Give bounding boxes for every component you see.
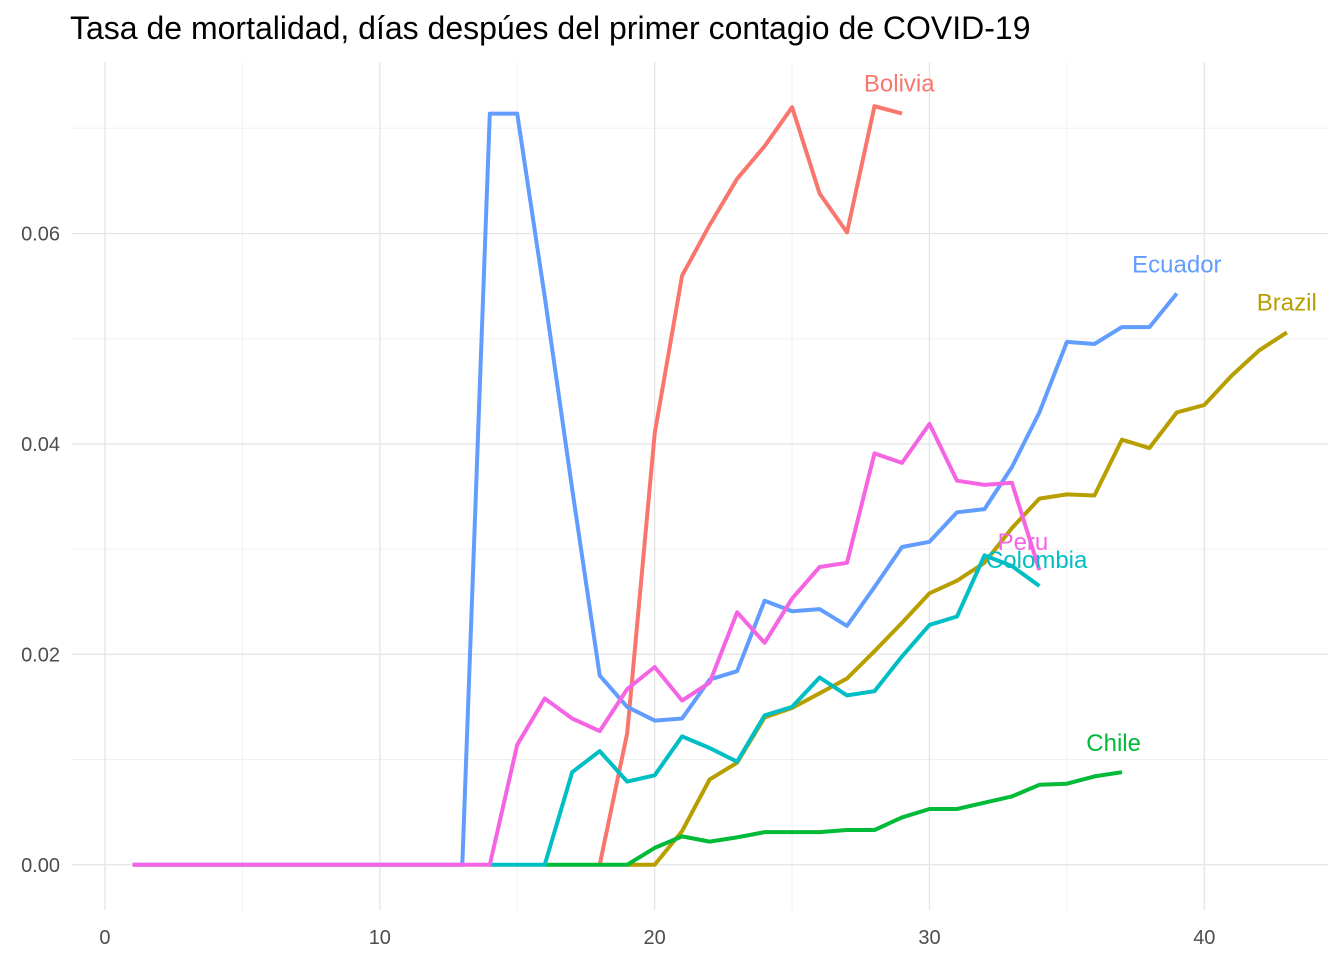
series-label-ecuador: Ecuador [1132,251,1221,278]
y-axis-tick-labels: 0.00 0.02 0.04 0.06 [21,223,60,876]
series-line-colombia [489,553,1041,867]
series-line-chile [544,770,1123,867]
y-tick-label: 0.04 [21,434,60,456]
x-tick-label: 10 [369,927,391,949]
series-labels: Bolivia Brazil Chile Colombia Ecuador Peru [864,70,1317,757]
series-lines [132,104,1288,867]
series-line-peru [132,421,1042,867]
x-axis-tick-labels: 0 10 20 30 40 [99,927,1215,949]
major-gridlines [72,62,1328,910]
series-label-bolivia: Bolivia [864,70,935,97]
series-line-brazil [627,330,1288,867]
x-tick-label: 30 [918,927,940,949]
series-label-brazil: Brazil [1257,289,1317,316]
chart-title: Tasa de mortalidad, días despúes del pri… [70,10,1031,46]
series-label-chile: Chile [1086,730,1141,757]
y-tick-label: 0.00 [21,855,60,877]
y-tick-label: 0.06 [21,223,60,245]
series-label-colombia: Colombia [986,547,1088,574]
x-tick-label: 0 [99,927,110,949]
series-label-peru: Peru [998,529,1049,556]
minor-gridlines [72,62,1328,910]
x-tick-label: 20 [644,927,666,949]
y-tick-label: 0.02 [21,644,60,666]
series-line-bolivia [597,104,903,866]
x-tick-label: 40 [1193,927,1215,949]
